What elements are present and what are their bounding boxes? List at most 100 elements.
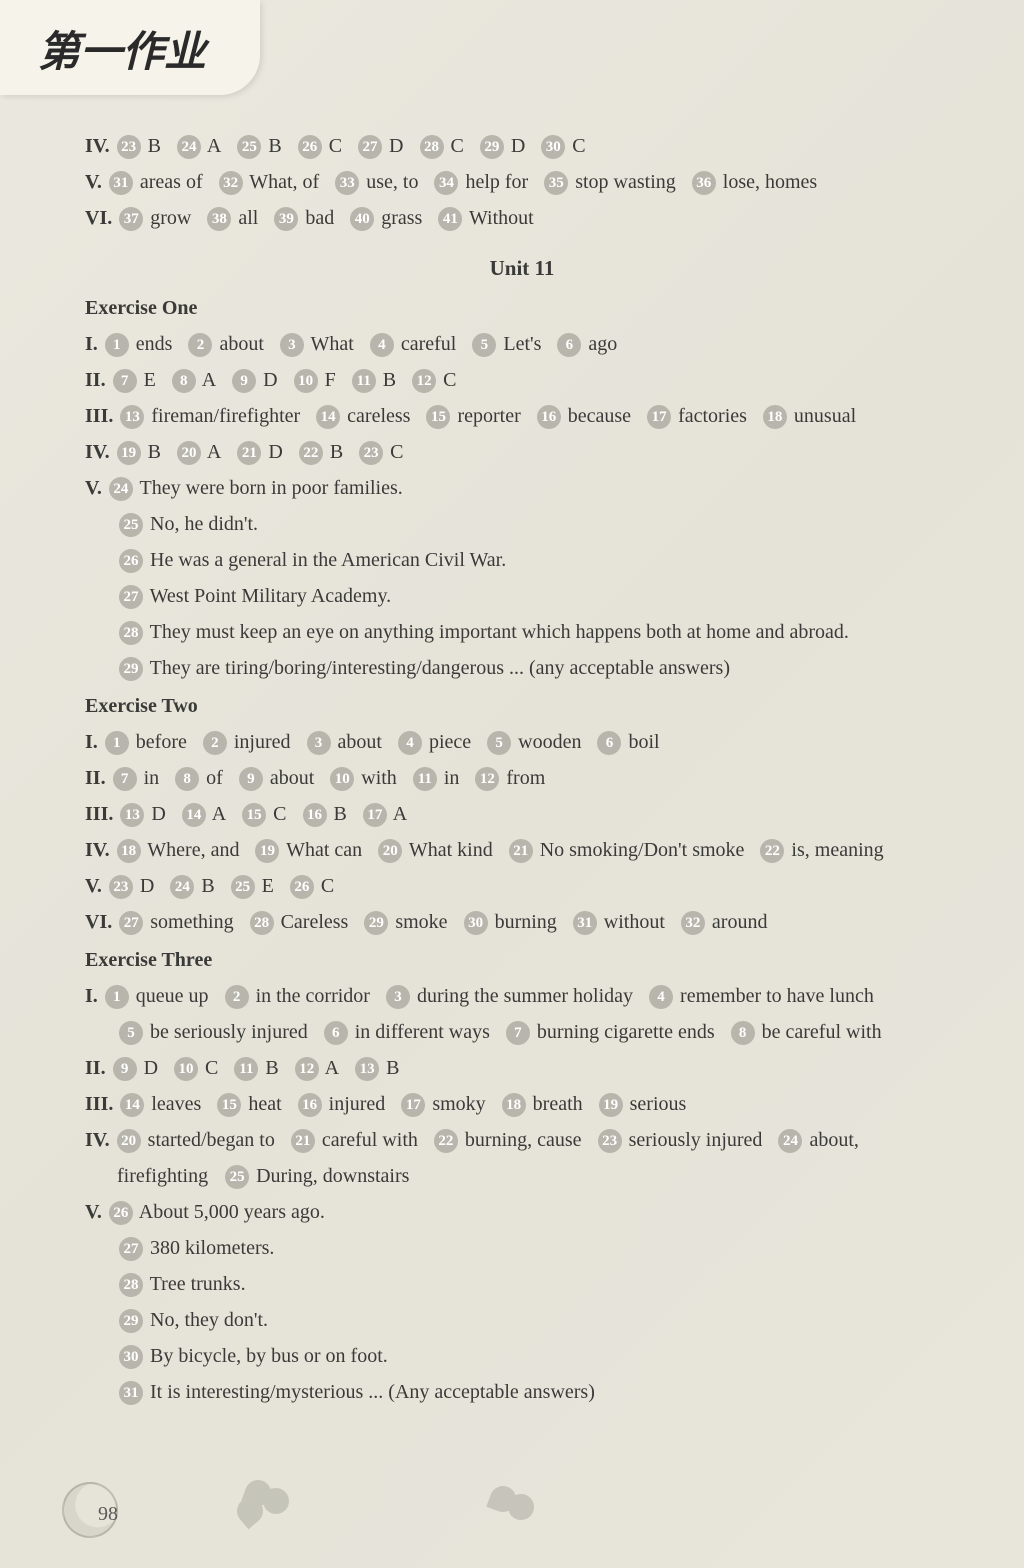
answer-number: 3 (307, 731, 331, 755)
answer-text: is, meaning (791, 839, 883, 861)
answer-number: 11 (352, 369, 376, 393)
book-title: 第一作业 (38, 18, 206, 79)
answer-text: boil (628, 731, 659, 753)
answer-text: heat (248, 1093, 281, 1115)
answer-number: 13 (355, 1057, 379, 1081)
answer-text: No smoking/Don't smoke (540, 839, 745, 861)
answer-text: burning (495, 911, 557, 933)
answer-text: C (329, 135, 342, 157)
answer-text: smoky (432, 1093, 485, 1115)
answer-number: 13 (120, 803, 144, 827)
answer-number: 8 (175, 767, 199, 791)
answer-number: 20 (378, 839, 402, 863)
answer-number: 40 (350, 207, 374, 231)
answer-text: D (140, 875, 154, 897)
answer-number: 5 (487, 731, 511, 755)
answer-number: 20 (117, 1129, 141, 1153)
section-iv-tail: IV. 23 B24 A25 B26 C27 D28 C29 D30 C (85, 130, 959, 162)
answer-number: 41 (438, 207, 462, 231)
answer-number: 29 (119, 657, 143, 681)
answer-number: 13 (120, 405, 144, 429)
answer-number: 29 (119, 1309, 143, 1333)
answer-text: C (443, 369, 456, 391)
answer-text: They were born in poor families. (140, 477, 403, 499)
answer-number: 28 (119, 1273, 143, 1297)
answer-text: use, to (366, 171, 418, 193)
answer-text: unusual (794, 405, 856, 427)
answer-text: burning, cause (465, 1129, 582, 1151)
answer-number: 31 (573, 911, 597, 935)
answer-text: They must keep an eye on anything import… (150, 621, 849, 643)
answer-number: 24 (109, 477, 133, 501)
answer-text: piece (429, 731, 471, 753)
answer-number: 25 (119, 513, 143, 537)
answer-text: B (383, 369, 396, 391)
answer-number: 9 (232, 369, 256, 393)
answer-number: 7 (506, 1021, 530, 1045)
answer-text: seriously injured (629, 1129, 763, 1151)
answer-text: without (604, 911, 665, 933)
answer-text: D (268, 441, 282, 463)
answer-text: B (268, 135, 281, 157)
answer-number: 4 (370, 333, 394, 357)
answer-text: B (386, 1057, 399, 1079)
answer-text: A (207, 441, 221, 463)
answer-number: 8 (731, 1021, 755, 1045)
answer-text: from (506, 767, 545, 789)
answer-text: grass (381, 207, 422, 229)
answer-text: because (568, 405, 631, 427)
answer-text: 380 kilometers. (150, 1237, 274, 1259)
answer-number: 21 (237, 441, 261, 465)
answer-text: breath (533, 1093, 583, 1115)
answer-text: careful with (322, 1129, 418, 1151)
answer-text: A (207, 135, 221, 157)
answer-number: 30 (464, 911, 488, 935)
answer-text: something (150, 911, 233, 933)
answer-number: 38 (207, 207, 231, 231)
answer-number: 35 (544, 171, 568, 195)
answer-number: 27 (119, 1237, 143, 1261)
answer-number: 6 (557, 333, 581, 357)
answer-number: 4 (398, 731, 422, 755)
answer-number: 33 (335, 171, 359, 195)
answer-text: E (262, 875, 274, 897)
answer-number: 37 (119, 207, 143, 231)
answer-text: C (451, 135, 464, 157)
answer-text: C (321, 875, 334, 897)
answer-number: 34 (434, 171, 458, 195)
answer-number: 8 (172, 369, 196, 393)
answer-text: D (151, 803, 165, 825)
answer-text: B (334, 803, 347, 825)
answer-number: 18 (763, 405, 787, 429)
answer-number: 16 (537, 405, 561, 429)
answer-text: Let's (503, 333, 541, 355)
answer-number: 28 (119, 621, 143, 645)
answer-text: C (572, 135, 585, 157)
answer-text: He was a general in the American Civil W… (150, 549, 506, 571)
answer-text: lose, homes (723, 171, 817, 193)
flower-decoration (225, 1470, 315, 1540)
answer-number: 12 (295, 1057, 319, 1081)
answer-number: 12 (475, 767, 499, 791)
answer-number: 2 (188, 333, 212, 357)
answer-text: with (361, 767, 397, 789)
answer-text: C (390, 441, 403, 463)
answer-number: 3 (280, 333, 304, 357)
answer-number: 22 (760, 839, 784, 863)
answer-text: It is interesting/mysterious ... (Any ac… (150, 1381, 595, 1403)
answer-text: C (205, 1057, 218, 1079)
answer-text: No, they don't. (150, 1309, 268, 1331)
answer-text: help for (465, 171, 528, 193)
answer-text: around (712, 911, 768, 933)
answer-number: 30 (119, 1345, 143, 1369)
answer-text: be careful with (762, 1021, 882, 1043)
answer-number: 16 (298, 1093, 322, 1117)
answer-number: 10 (330, 767, 354, 791)
answer-number: 15 (217, 1093, 241, 1117)
answer-number: 21 (509, 839, 533, 863)
answer-text: grow (150, 207, 191, 229)
answer-number: 31 (109, 171, 133, 195)
answer-number: 15 (242, 803, 266, 827)
answer-text: Where, and (147, 839, 239, 861)
answer-text: Careless (281, 911, 349, 933)
